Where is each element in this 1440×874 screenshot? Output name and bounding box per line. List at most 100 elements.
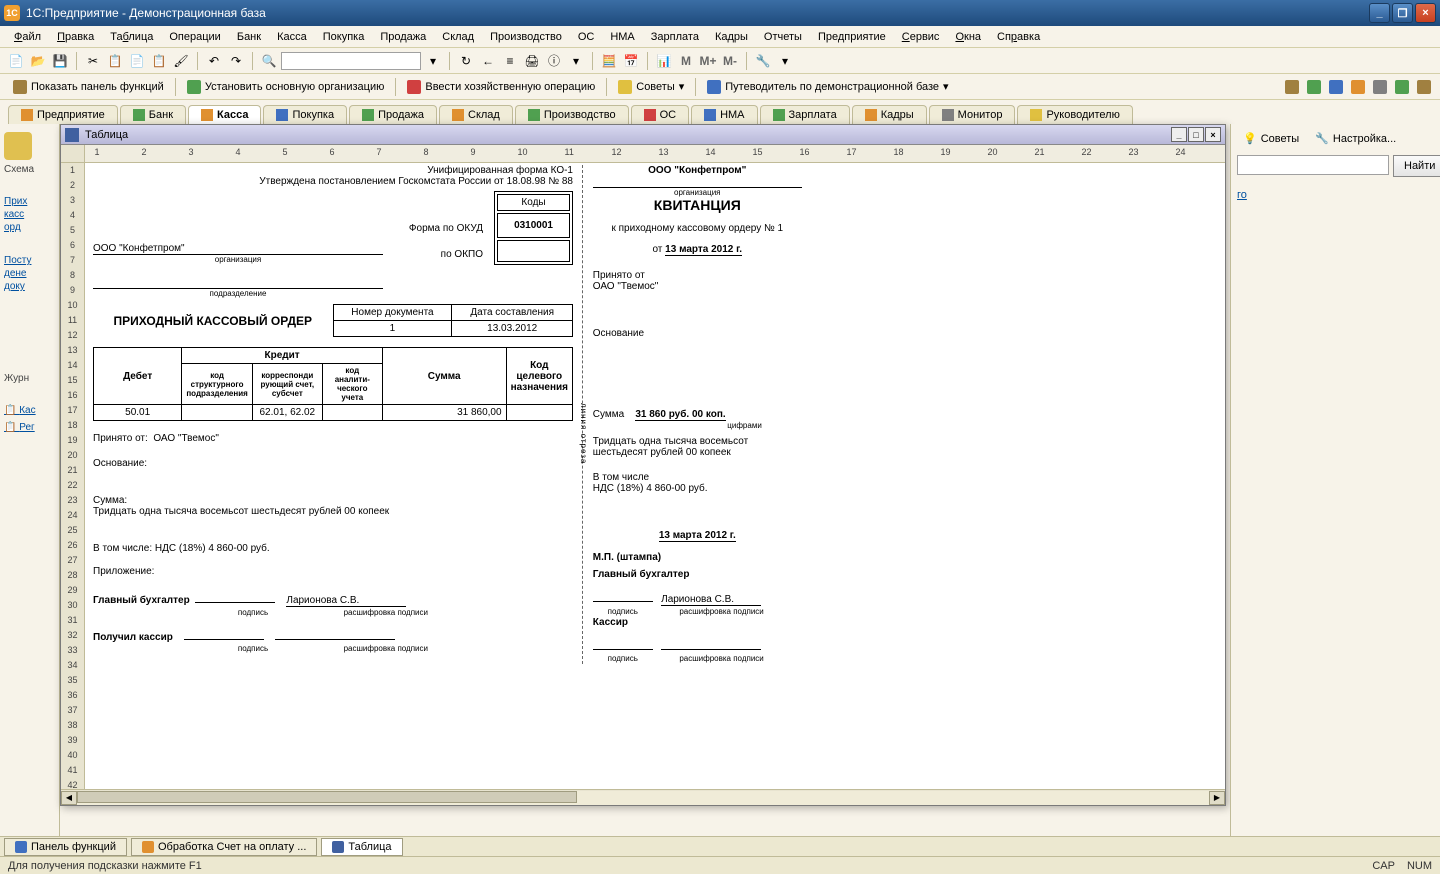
menu-warehouse[interactable]: Склад [434, 28, 482, 46]
tool-r4-icon[interactable] [1348, 77, 1368, 97]
new-doc-icon[interactable]: 📄 [6, 51, 26, 71]
menu-edit[interactable]: Правка [49, 28, 102, 46]
cut-icon[interactable]: ✂ [83, 51, 103, 71]
tips-panel-button[interactable]: 💡Советы [1237, 130, 1305, 147]
section-tab-4[interactable]: Продажа [349, 105, 437, 124]
task-table-button[interactable]: Таблица [321, 838, 402, 856]
right-panel-link[interactable]: го [1237, 189, 1247, 201]
scroll-left-button[interactable]: ◀ [61, 791, 77, 805]
sidebar-link-2c[interactable]: доку [4, 280, 55, 293]
section-tab-9[interactable]: Зарплата [760, 105, 850, 124]
tool-r2-icon[interactable] [1304, 77, 1324, 97]
m-button[interactable]: M [676, 51, 696, 71]
sidebar-link-1a[interactable]: Прих [4, 195, 55, 208]
search-icon[interactable]: 🔍 [259, 51, 279, 71]
scroll-thumb[interactable] [77, 791, 577, 803]
paste-icon[interactable]: 📄 [127, 51, 147, 71]
wrench-icon[interactable]: 🔧 [753, 51, 773, 71]
section-tab-3[interactable]: Покупка [263, 105, 347, 124]
calendar-icon[interactable]: 📅 [621, 51, 641, 71]
guide-button[interactable]: Путеводитель по демонстрационной базе ▾ [700, 76, 955, 98]
m-minus-button[interactable]: M- [720, 51, 740, 71]
doc-maximize-button[interactable]: □ [1188, 127, 1204, 142]
doc-minimize-button[interactable]: _ [1171, 127, 1187, 142]
tool-r7-icon[interactable] [1414, 77, 1434, 97]
section-tab-7[interactable]: ОС [631, 105, 690, 124]
minimize-button[interactable]: _ [1369, 3, 1390, 23]
menu-os[interactable]: ОС [570, 28, 603, 46]
sidebar-link-1b[interactable]: касс [4, 208, 55, 221]
section-tab-12[interactable]: Руководителю [1017, 105, 1132, 124]
menu-salary[interactable]: Зарплата [643, 28, 707, 46]
tool-r1-icon[interactable] [1282, 77, 1302, 97]
section-tab-2[interactable]: Касса [188, 105, 261, 124]
m-plus-button[interactable]: M+ [698, 51, 718, 71]
set-org-button[interactable]: Установить основную организацию [180, 76, 392, 98]
section-tab-6[interactable]: Производство [515, 105, 629, 124]
sidebar-link-2a[interactable]: Посту [4, 254, 55, 267]
task-panel-button[interactable]: Панель функций [4, 838, 127, 856]
paste2-icon[interactable]: 📋 [149, 51, 169, 71]
right-search-input[interactable] [1237, 155, 1389, 175]
sidebar-link-2b[interactable]: дене [4, 267, 55, 280]
dropdown3-icon[interactable]: ▾ [775, 51, 795, 71]
okud-value: 0310001 [497, 213, 570, 238]
cell-amount: 31 860,00 [382, 405, 506, 421]
open-icon[interactable]: 📂 [28, 51, 48, 71]
section-tab-0[interactable]: Предприятие [8, 105, 118, 124]
tool-r3-icon[interactable] [1326, 77, 1346, 97]
sidebar-link-3[interactable]: 📋 Кас [4, 404, 55, 417]
section-tab-11[interactable]: Монитор [929, 105, 1016, 124]
print-icon[interactable]: 🖨 [522, 51, 542, 71]
menu-hr[interactable]: Кадры [707, 28, 756, 46]
doc-close-button[interactable]: × [1205, 127, 1221, 142]
scroll-right-button[interactable]: ▶ [1209, 791, 1225, 805]
save-icon[interactable]: 💾 [50, 51, 70, 71]
section-tab-8[interactable]: НМА [691, 105, 757, 124]
menu-file[interactable]: Файл [6, 28, 49, 46]
nav-back-icon[interactable]: ← [478, 51, 498, 71]
find-button[interactable]: Найти [1393, 155, 1440, 177]
close-button[interactable]: × [1415, 3, 1436, 23]
horizontal-scrollbar[interactable]: ◀ ▶ [61, 789, 1225, 805]
calc-icon[interactable]: 🧮 [599, 51, 619, 71]
menu-service[interactable]: Сервис [894, 28, 948, 46]
menu-windows[interactable]: Окна [947, 28, 989, 46]
brush-icon[interactable]: 🖌 [171, 51, 191, 71]
enter-op-button[interactable]: Ввести хозяйственную операцию [400, 76, 602, 98]
undo-icon[interactable]: ↶ [204, 51, 224, 71]
tips-button[interactable]: Советы ▾ [611, 76, 691, 98]
menu-reports[interactable]: Отчеты [756, 28, 810, 46]
menu-production[interactable]: Производство [482, 28, 570, 46]
sidebar-link-4[interactable]: 📋 Рег [4, 421, 55, 434]
tool-r6-icon[interactable] [1392, 77, 1412, 97]
section-tab-5[interactable]: Склад [439, 105, 513, 124]
sidebar-link-1c[interactable]: орд [4, 221, 55, 234]
search-input[interactable] [281, 52, 421, 70]
task-processing-button[interactable]: Обработка Счет на оплату ... [131, 838, 317, 856]
settings-panel-button[interactable]: 🔧Настройка... [1309, 130, 1402, 147]
tool-r5-icon[interactable] [1370, 77, 1390, 97]
dropdown-icon[interactable]: ▾ [423, 51, 443, 71]
menu-nma[interactable]: НМА [602, 28, 642, 46]
menu-help[interactable]: Справка [989, 28, 1048, 46]
menu-bank[interactable]: Банк [229, 28, 269, 46]
maximize-button[interactable]: ❐ [1392, 3, 1413, 23]
chart-icon[interactable]: 📊 [654, 51, 674, 71]
menu-operations[interactable]: Операции [161, 28, 228, 46]
dropdown2-icon[interactable]: ▾ [566, 51, 586, 71]
menu-cash[interactable]: Касса [269, 28, 315, 46]
menu-purchase[interactable]: Покупка [315, 28, 373, 46]
nav-list-icon[interactable]: ≡ [500, 51, 520, 71]
menu-enterprise[interactable]: Предприятие [810, 28, 894, 46]
redo-icon[interactable]: ↷ [226, 51, 246, 71]
show-panel-button[interactable]: Показать панель функций [6, 76, 171, 98]
refresh-icon[interactable]: ↻ [456, 51, 476, 71]
section-tab-10[interactable]: Кадры [852, 105, 927, 124]
menu-sale[interactable]: Продажа [372, 28, 434, 46]
help-icon[interactable]: ⓘ [544, 51, 564, 71]
doc-titlebar[interactable]: Таблица _ □ × [61, 125, 1225, 145]
section-tab-1[interactable]: Банк [120, 105, 186, 124]
menu-table[interactable]: Таблица [102, 28, 161, 46]
copy-icon[interactable]: 📋 [105, 51, 125, 71]
